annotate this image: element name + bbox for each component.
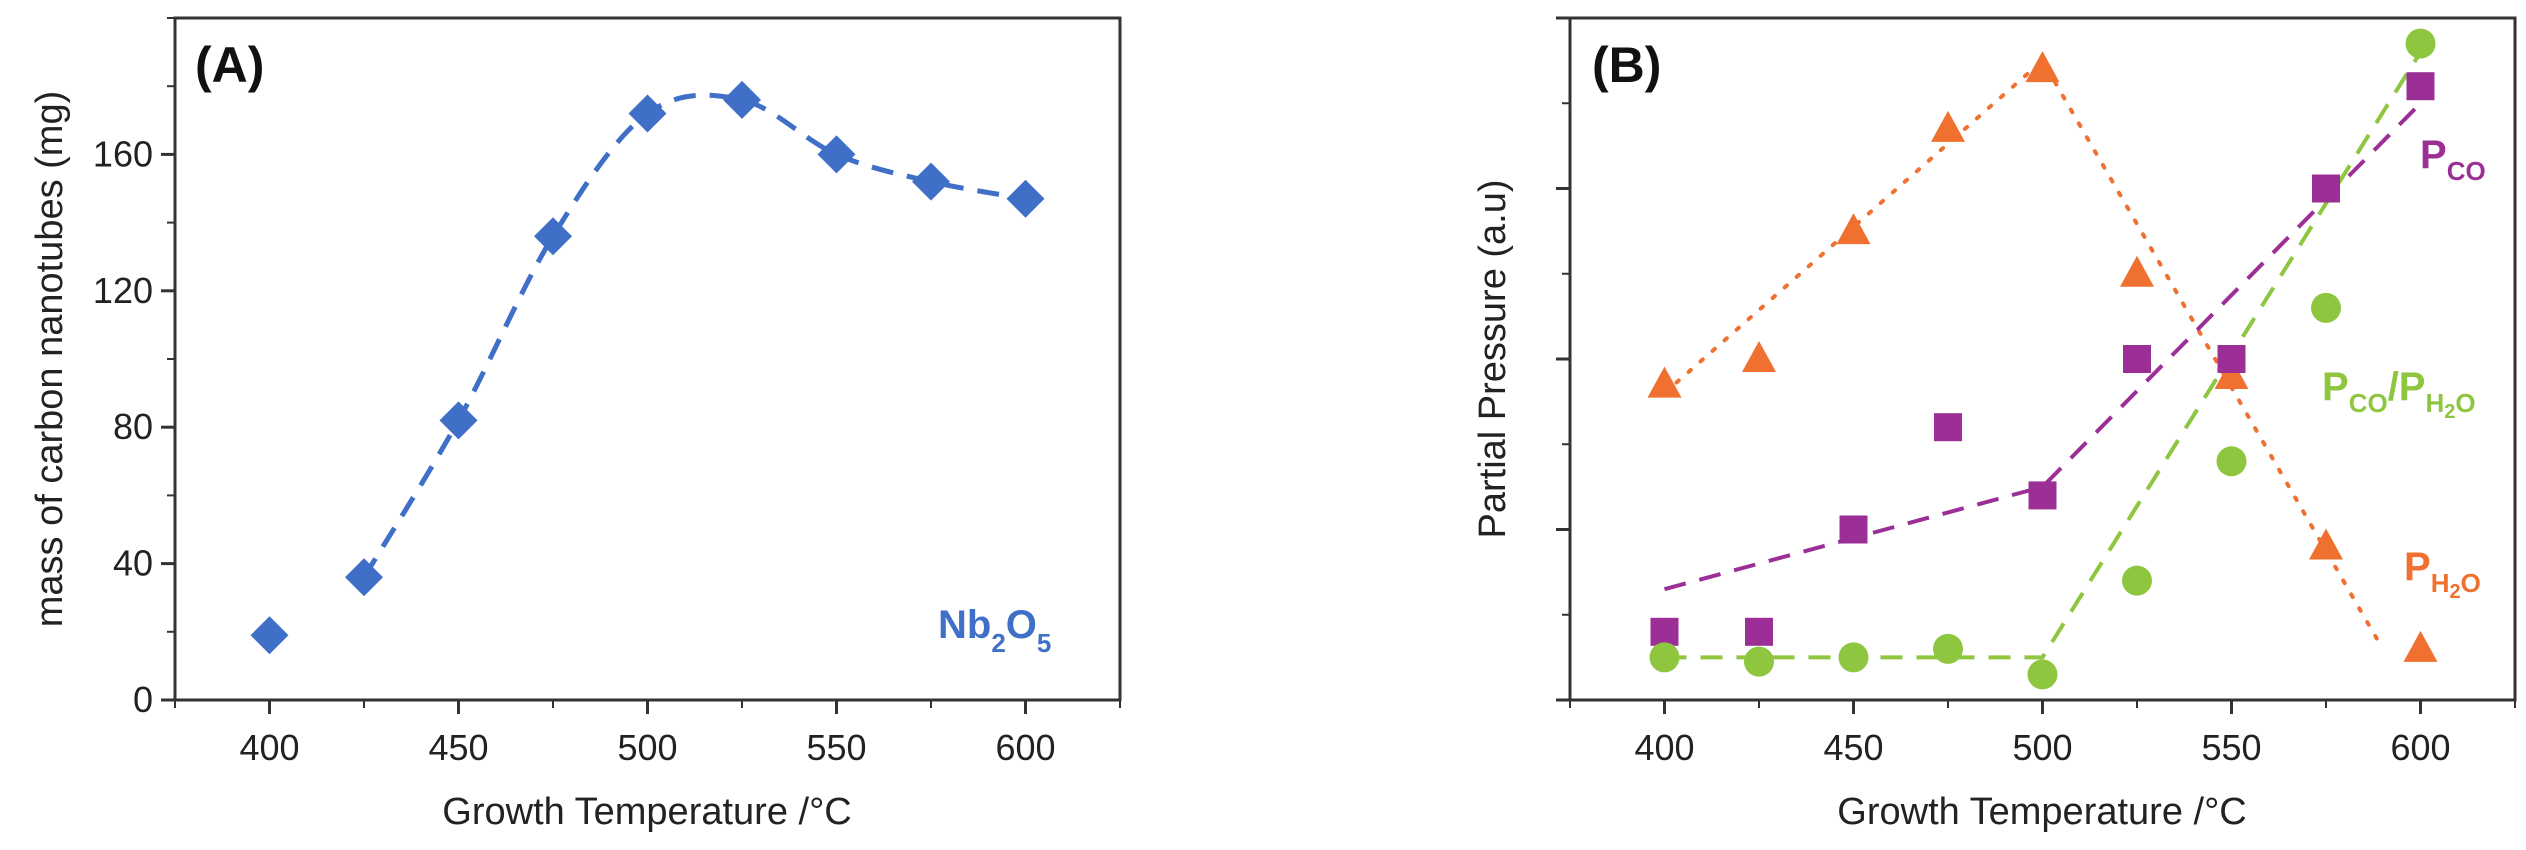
panel-b-chart: 400 450 500 550 600 (B) Growth Temperature /…	[1472, 16, 2517, 833]
ratio-data-point	[2027, 659, 2058, 690]
panel-a-ytick-label: 80	[113, 406, 153, 447]
ph2o-data-point	[2403, 630, 2438, 662]
ratio-label: PCO/PH2O	[2322, 365, 2476, 423]
pco-data-point	[2406, 72, 2435, 101]
panel-b-frame	[1568, 16, 2517, 702]
ph2o-data-point	[1742, 341, 1776, 372]
pco-label: PCO	[2420, 133, 2486, 186]
panel-a-label: (A)	[195, 37, 264, 93]
panel-b-xtick-label: 550	[2201, 727, 2261, 768]
panel-b-label: (B)	[1592, 37, 1661, 93]
nb2o5-data-point	[628, 94, 667, 133]
ph2o-data-point	[2120, 255, 2154, 287]
ratio-data-point	[2405, 28, 2436, 59]
ratio-data-point	[2311, 292, 2341, 323]
ratio-data-point	[1649, 642, 1680, 673]
pco-data-point	[1934, 413, 1962, 442]
ph2o-data-point	[2025, 51, 2060, 83]
pco-data-point	[2123, 345, 2151, 373]
nb2o5-data-point	[1006, 179, 1045, 218]
ph2o-data-point	[2214, 358, 2249, 390]
panel-a-xtick-label: 600	[995, 727, 1055, 768]
nb2o5-data-point	[817, 135, 856, 174]
nb2o5-data-point	[345, 558, 383, 597]
panel-a-ytick-label: 0	[133, 679, 153, 720]
pco-data-point	[2028, 481, 2057, 510]
ratio-data-point	[1933, 633, 1963, 664]
ratio-data-point	[2216, 446, 2247, 477]
panel-a-xlabel: Growth Temperature /°C	[442, 791, 851, 833]
panel-b-xtick-label: 600	[2390, 727, 2450, 768]
panel-a-chart: 400 450 500 550 600 0 40 80 120 160 (A) Growth Te…	[29, 16, 1122, 833]
panel-b-ylabel: Partial Pressure (a.u)	[1472, 179, 1514, 538]
ratio-data-point	[1744, 646, 1774, 677]
panel-a-ytick-label: 160	[93, 133, 153, 174]
ratio-data-point	[2122, 565, 2152, 596]
panel-a-xtick-label: 450	[428, 727, 488, 768]
panel-a-nb2o5-label: Nb2O5	[938, 603, 1051, 658]
nb2o5-data-point	[250, 616, 289, 655]
nb2o5-data-point	[439, 401, 478, 440]
ratio-data-point	[1838, 642, 1869, 673]
pco-data-point	[1745, 617, 1773, 646]
nb2o5-data-point	[534, 217, 572, 256]
panel-a-xtick-label: 550	[806, 727, 866, 768]
ph2o-data-point	[2309, 528, 2343, 560]
panel-b-xtick-label: 450	[1823, 727, 1883, 768]
panel-b-xlabel: Growth Temperature /°C	[1837, 791, 2246, 833]
panel-a-xtick-label: 400	[239, 727, 299, 768]
pco-fit-line	[1663, 101, 2422, 592]
nb2o5-data-point	[912, 162, 950, 201]
ph2o-data-point	[1647, 366, 1682, 398]
panel-b-xtick-label: 400	[1634, 727, 1694, 768]
pco-data-point	[1650, 617, 1679, 646]
panel-b-xtick-label: 500	[2012, 727, 2072, 768]
ph2o-label: PH2O	[2404, 545, 2481, 603]
panel-a-ylabel: mass of carbon nanotubes (mg)	[29, 91, 71, 628]
panel-a-xtick-label: 500	[617, 727, 677, 768]
ph2o-data-point	[1836, 213, 1871, 245]
nb2o5-data-point	[723, 80, 761, 119]
pco-data-point	[2217, 345, 2246, 373]
pco-data-point	[2312, 174, 2340, 203]
panel-a-ytick-label: 120	[93, 270, 153, 311]
ph2o-data-point	[1931, 110, 1965, 142]
panel-a-ytick-label: 40	[113, 543, 153, 584]
ratio-fit-line	[1664, 51, 2423, 660]
pco-data-point	[1839, 515, 1868, 544]
